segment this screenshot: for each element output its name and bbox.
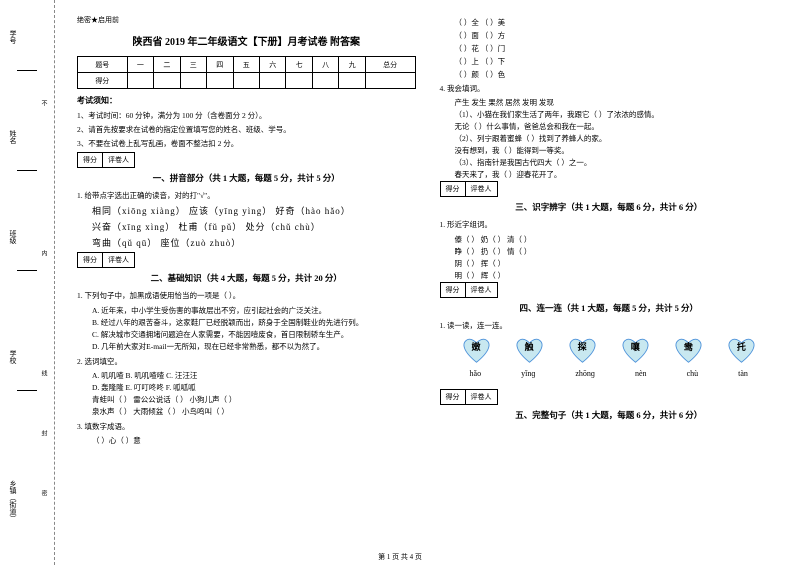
question: 2. 选词填空。 [77,356,416,367]
binding-margin: 学号 姓名 不 班级 内 学校 线 封 乡镇（街道） 密 [0,0,55,565]
margin-label: 班级 [8,230,18,244]
section-title: 二、基础知识（共 4 大题，每题 5 分，共计 20 分） [77,272,416,284]
margin-hint: 线 [39,370,48,376]
question: 3. 填数字成语。 [77,421,416,432]
pinyin-row: 弯曲（qǔ qū） 座位（zuò zhuò） [92,236,416,249]
margin-line [17,390,37,391]
fill-row: （ ）心（ ）意 [92,435,416,447]
fill-row: 泉水声（ ） 大雨倾盆（ ） 小鸟鸣叫（ ） [92,406,416,418]
fill-row: （ ）颜 （ ）色 [455,69,779,80]
heart-shape: 探 [565,336,600,364]
option: D. 几年前大家对E-mail一无所知，现在已经非常熟悉，都不以为然了。 [92,341,416,353]
sub-item: （2）、列宁跟着蜜蜂（ ）找到了养蜂人的家。 [455,133,779,145]
pinyin-row: 相同（xiōng xiàng） 应该（yīng yìng） 好奇（hào hǎo… [92,204,416,217]
margin-hint: 不 [39,100,48,106]
section-title: 一、拼音部分（共 1 大题，每题 5 分，共计 5 分） [77,172,416,184]
heart-shape: 托 [724,336,759,364]
margin-label: 乡镇（街道） [8,480,18,522]
section-title: 四、连一连（共 1 大题，每题 5 分，共计 5 分） [440,302,779,314]
fill-row: （ ）花 （ ）门 [455,43,779,54]
char-row: 明（ ） 辉（ ） [455,270,779,282]
sub-item: （1）、小猫在我们家生活了两年，我跟它（ ）了浓浓的感情。 [455,109,779,121]
table-row: 题号一二三四五六七八九总分 [78,57,416,73]
fill-row: （ ）上 （ ）下 [455,56,779,67]
option: B. 经过八年的艰苦奋斗，这家鞋厂已经脱颖而出，跻身于全国制鞋业的先进行列。 [92,317,416,329]
question: 1. 给带点字选出正确的读音，对的打"√"。 [77,190,416,201]
notice-item: 3、不要在试卷上乱写乱画，卷面不整洁扣 2 分。 [77,138,416,149]
margin-label: 学校 [8,350,18,364]
margin-hint: 密 [39,490,48,496]
score-box: 得分评卷人 [440,181,498,197]
option-row: A. 叽叽喳 B. 叽叽喳喳 C. 汪汪汪 [92,370,416,382]
table-row: 得分 [78,73,416,89]
question: 1. 形近字组词。 [440,219,779,230]
margin-line [17,270,37,271]
option: C. 解决城市交通拥堵问题迫在人家需要，不能因噎废食，首日限制轿车生产。 [92,329,416,341]
char-row: 阴（ ） 挥（ ） [455,258,779,270]
margin-hint: 内 [39,250,48,256]
section-title: 五、完整句子（共 1 大题，每题 6 分，共计 6 分） [440,409,779,421]
sub-item: 春天来了，我（ ）迎春花开了。 [455,169,779,181]
word-bank: 产生 发生 果然 居然 发明 发现 [455,97,779,109]
score-box: 得分评卷人 [77,252,135,268]
confidential-header: 绝密★启用前 [77,15,416,25]
content-area: 绝密★启用前 陕西省 2019 年二年级语文【下册】月考试卷 附答案 题号一二三… [55,0,800,565]
fill-row: （ ）面 （ ）方 [455,30,779,41]
option-row: D. 轰隆隆 E. 叮叮咚咚 F. 呱呱呱 [92,382,416,394]
margin-label: 学号 [8,30,18,44]
section-title: 三、识字辨字（共 1 大题，每题 6 分，共计 6 分） [440,201,779,213]
pinyin-row: 兴奋（xīng xìng） 杜甫（fǔ pǔ） 处分（chǔ chù） [92,220,416,233]
exam-title: 陕西省 2019 年二年级语文【下册】月考试卷 附答案 [77,33,416,48]
option: A. 近年来，中小学生受伤害的事故层出不穷，应引起社会的广泛关注。 [92,305,416,317]
question: 4. 我会填词。 [440,83,779,94]
score-table: 题号一二三四五六七八九总分 得分 [77,56,416,89]
notice-item: 1、考试时间：60 分钟，满分为 100 分（含卷面分 2 分）。 [77,110,416,121]
heart-shape: 嫩 [459,336,494,364]
fill-row: （ ）全 （ ）美 [455,17,779,28]
margin-line [17,70,37,71]
left-column: 绝密★启用前 陕西省 2019 年二年级语文【下册】月考试卷 附答案 题号一二三… [65,15,428,560]
question: 1. 读一读，连一连。 [440,320,779,331]
sub-item: 无论（ ）什么事情，爸爸总会和我在一起。 [455,121,779,133]
score-box: 得分评卷人 [440,389,498,405]
page-footer: 第 1 页 共 4 页 [378,552,422,562]
right-column: （ ）全 （ ）美 （ ）面 （ ）方 （ ）花 （ ）门 （ ）上 （ ）下 … [428,15,791,560]
heart-shape: 鸯 [671,336,706,364]
margin-line [17,170,37,171]
fill-row: 青蛙叫（ ） 雷公公说话（ ） 小狗儿声（ ） [92,394,416,406]
score-box: 得分评卷人 [440,282,498,298]
notice-item: 2、请首先按要求在试卷的指定位置填写您的姓名、班级、学号。 [77,124,416,135]
char-row: 睁（ ） 扔（ ） 情（ ） [455,246,779,258]
heart-shape: 嚷 [618,336,653,364]
margin-hint: 封 [39,430,48,436]
pinyin-row: hǎoyǐnɡzhōnɡnènchùtàn [450,369,769,378]
question: 1. 下列句子中，加黑成语使用恰当的一项是（ ）。 [77,290,416,301]
char-row: 傣（ ） 奶（ ） 清（ ） [455,234,779,246]
score-box: 得分评卷人 [77,152,135,168]
margin-label: 姓名 [8,130,18,144]
heart-row: 嫩 触 探 嚷 鸯 托 [450,336,769,364]
sub-item: （3）、指南针是我国古代四大（ ）之一。 [455,157,779,169]
sub-item: 没有想到，我（ ）能得到一等奖。 [455,145,779,157]
heart-shape: 触 [512,336,547,364]
notice-title: 考试须知： [77,95,416,106]
